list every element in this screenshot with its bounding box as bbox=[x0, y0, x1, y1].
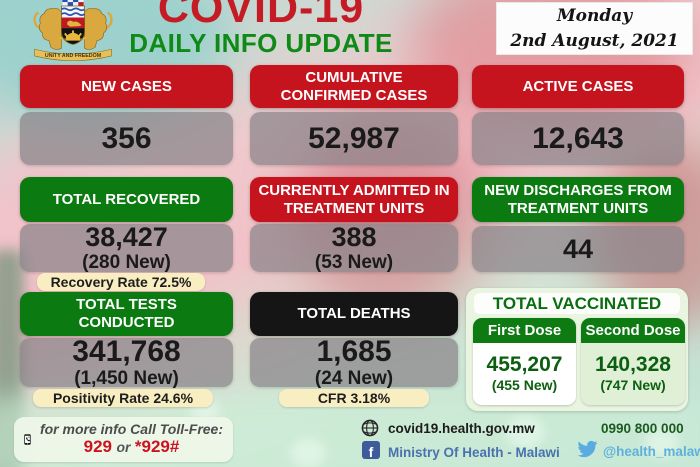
total-deaths-header: TOTAL DEATHS bbox=[250, 292, 458, 336]
positivity-rate-badge: Positivity Rate 24.6% bbox=[33, 389, 213, 407]
second-dose-card: Second Dose 140,328 (747 New) bbox=[581, 318, 685, 405]
stat-new: (53 New) bbox=[314, 251, 394, 273]
stat-number: 356 bbox=[101, 121, 152, 155]
facebook-f-glyph: f bbox=[368, 444, 374, 460]
stat-number: 52,987 bbox=[308, 121, 400, 155]
stat-number: 12,643 bbox=[532, 121, 624, 155]
total-tests-value: 341,768 (1,450 New) bbox=[20, 334, 233, 389]
stat-number: 44 bbox=[562, 233, 594, 264]
currently-admitted-header: CURRENTLY ADMITTED IN TREATMENT UNITS bbox=[250, 177, 458, 222]
first-dose-header: First Dose bbox=[473, 318, 576, 343]
stat-new: (280 New) bbox=[82, 251, 171, 273]
tollfree-number: 929 bbox=[83, 437, 112, 457]
second-dose-new: (747 New) bbox=[600, 377, 666, 394]
twitter-icon bbox=[577, 440, 598, 458]
phone-number: 0990 800 000 bbox=[601, 421, 684, 436]
active-cases-value: 12,643 bbox=[472, 112, 684, 165]
background-bokeh bbox=[290, 438, 326, 467]
date-line-1: Monday bbox=[556, 5, 633, 26]
new-discharges-header: NEW DISCHARGES FROM TREATMENT UNITS bbox=[472, 177, 684, 222]
tollfree-label: for more info Call Toll-Free: bbox=[39, 421, 223, 438]
stat-number: 388 bbox=[331, 221, 377, 252]
cumulative-confirmed-header: CUMULATIVE CONFIRMED CASES bbox=[250, 65, 458, 108]
new-cases-value: 356 bbox=[20, 112, 233, 165]
tollfree-pill: for more info Call Toll-Free: 929 or *92… bbox=[14, 417, 233, 462]
phone-icon bbox=[24, 434, 31, 445]
second-dose-header: Second Dose bbox=[581, 318, 685, 343]
facebook-label: Ministry Of Health - Malawi bbox=[388, 445, 560, 460]
stat-new: (24 New) bbox=[314, 367, 394, 389]
tollfree-ussd: *929# bbox=[134, 437, 180, 457]
background-bokeh bbox=[645, 428, 679, 458]
new-cases-header: NEW CASES bbox=[20, 65, 233, 108]
date-box: Monday 2nd August, 2021 bbox=[496, 2, 693, 55]
facebook-icon: f bbox=[362, 441, 380, 459]
first-dose-new: (455 New) bbox=[491, 377, 558, 394]
total-tests-header: TOTAL TESTS CONDUCTED bbox=[20, 292, 233, 336]
new-discharges-value: 44 bbox=[472, 226, 684, 272]
stat-number: 341,768 bbox=[72, 334, 181, 368]
stat-number: 1,685 bbox=[316, 334, 392, 368]
cfr-badge: CFR 3.18% bbox=[279, 389, 429, 407]
malawi-coat-of-arms-icon: UNITY AND FREEDOM bbox=[33, 0, 113, 61]
vaccinated-title: TOTAL VACCINATED bbox=[474, 293, 680, 314]
total-deaths-value: 1,685 (24 New) bbox=[250, 334, 458, 389]
first-dose-number: 455,207 bbox=[486, 353, 563, 377]
currently-admitted-value: 388 (53 New) bbox=[250, 221, 458, 273]
cumulative-confirmed-value: 52,987 bbox=[250, 112, 458, 165]
tollfree-or: or bbox=[116, 439, 131, 456]
stat-new: (1,450 New) bbox=[74, 367, 179, 389]
total-recovered-header: TOTAL RECOVERED bbox=[20, 177, 233, 222]
second-dose-number: 140,328 bbox=[595, 353, 671, 377]
coat-of-arms-motto: UNITY AND FREEDOM bbox=[45, 53, 102, 59]
total-recovered-value: 38,427 (280 New) bbox=[20, 221, 233, 273]
website-label: covid19.health.gov.mw bbox=[388, 421, 535, 436]
globe-icon bbox=[361, 419, 379, 437]
page-subtitle: DAILY INFO UPDATE bbox=[129, 28, 393, 58]
stat-number: 38,427 bbox=[85, 221, 168, 252]
date-line-2: 2nd August, 2021 bbox=[510, 30, 679, 51]
first-dose-card: First Dose 455,207 (455 New) bbox=[473, 318, 576, 405]
active-cases-header: ACTIVE CASES bbox=[472, 65, 684, 108]
twitter-handle: @health_malawi bbox=[603, 444, 700, 459]
background-bokeh bbox=[505, 415, 545, 449]
page-title: COVID-19 bbox=[157, 0, 365, 32]
recovery-rate-badge: Recovery Rate 72.5% bbox=[37, 273, 205, 291]
